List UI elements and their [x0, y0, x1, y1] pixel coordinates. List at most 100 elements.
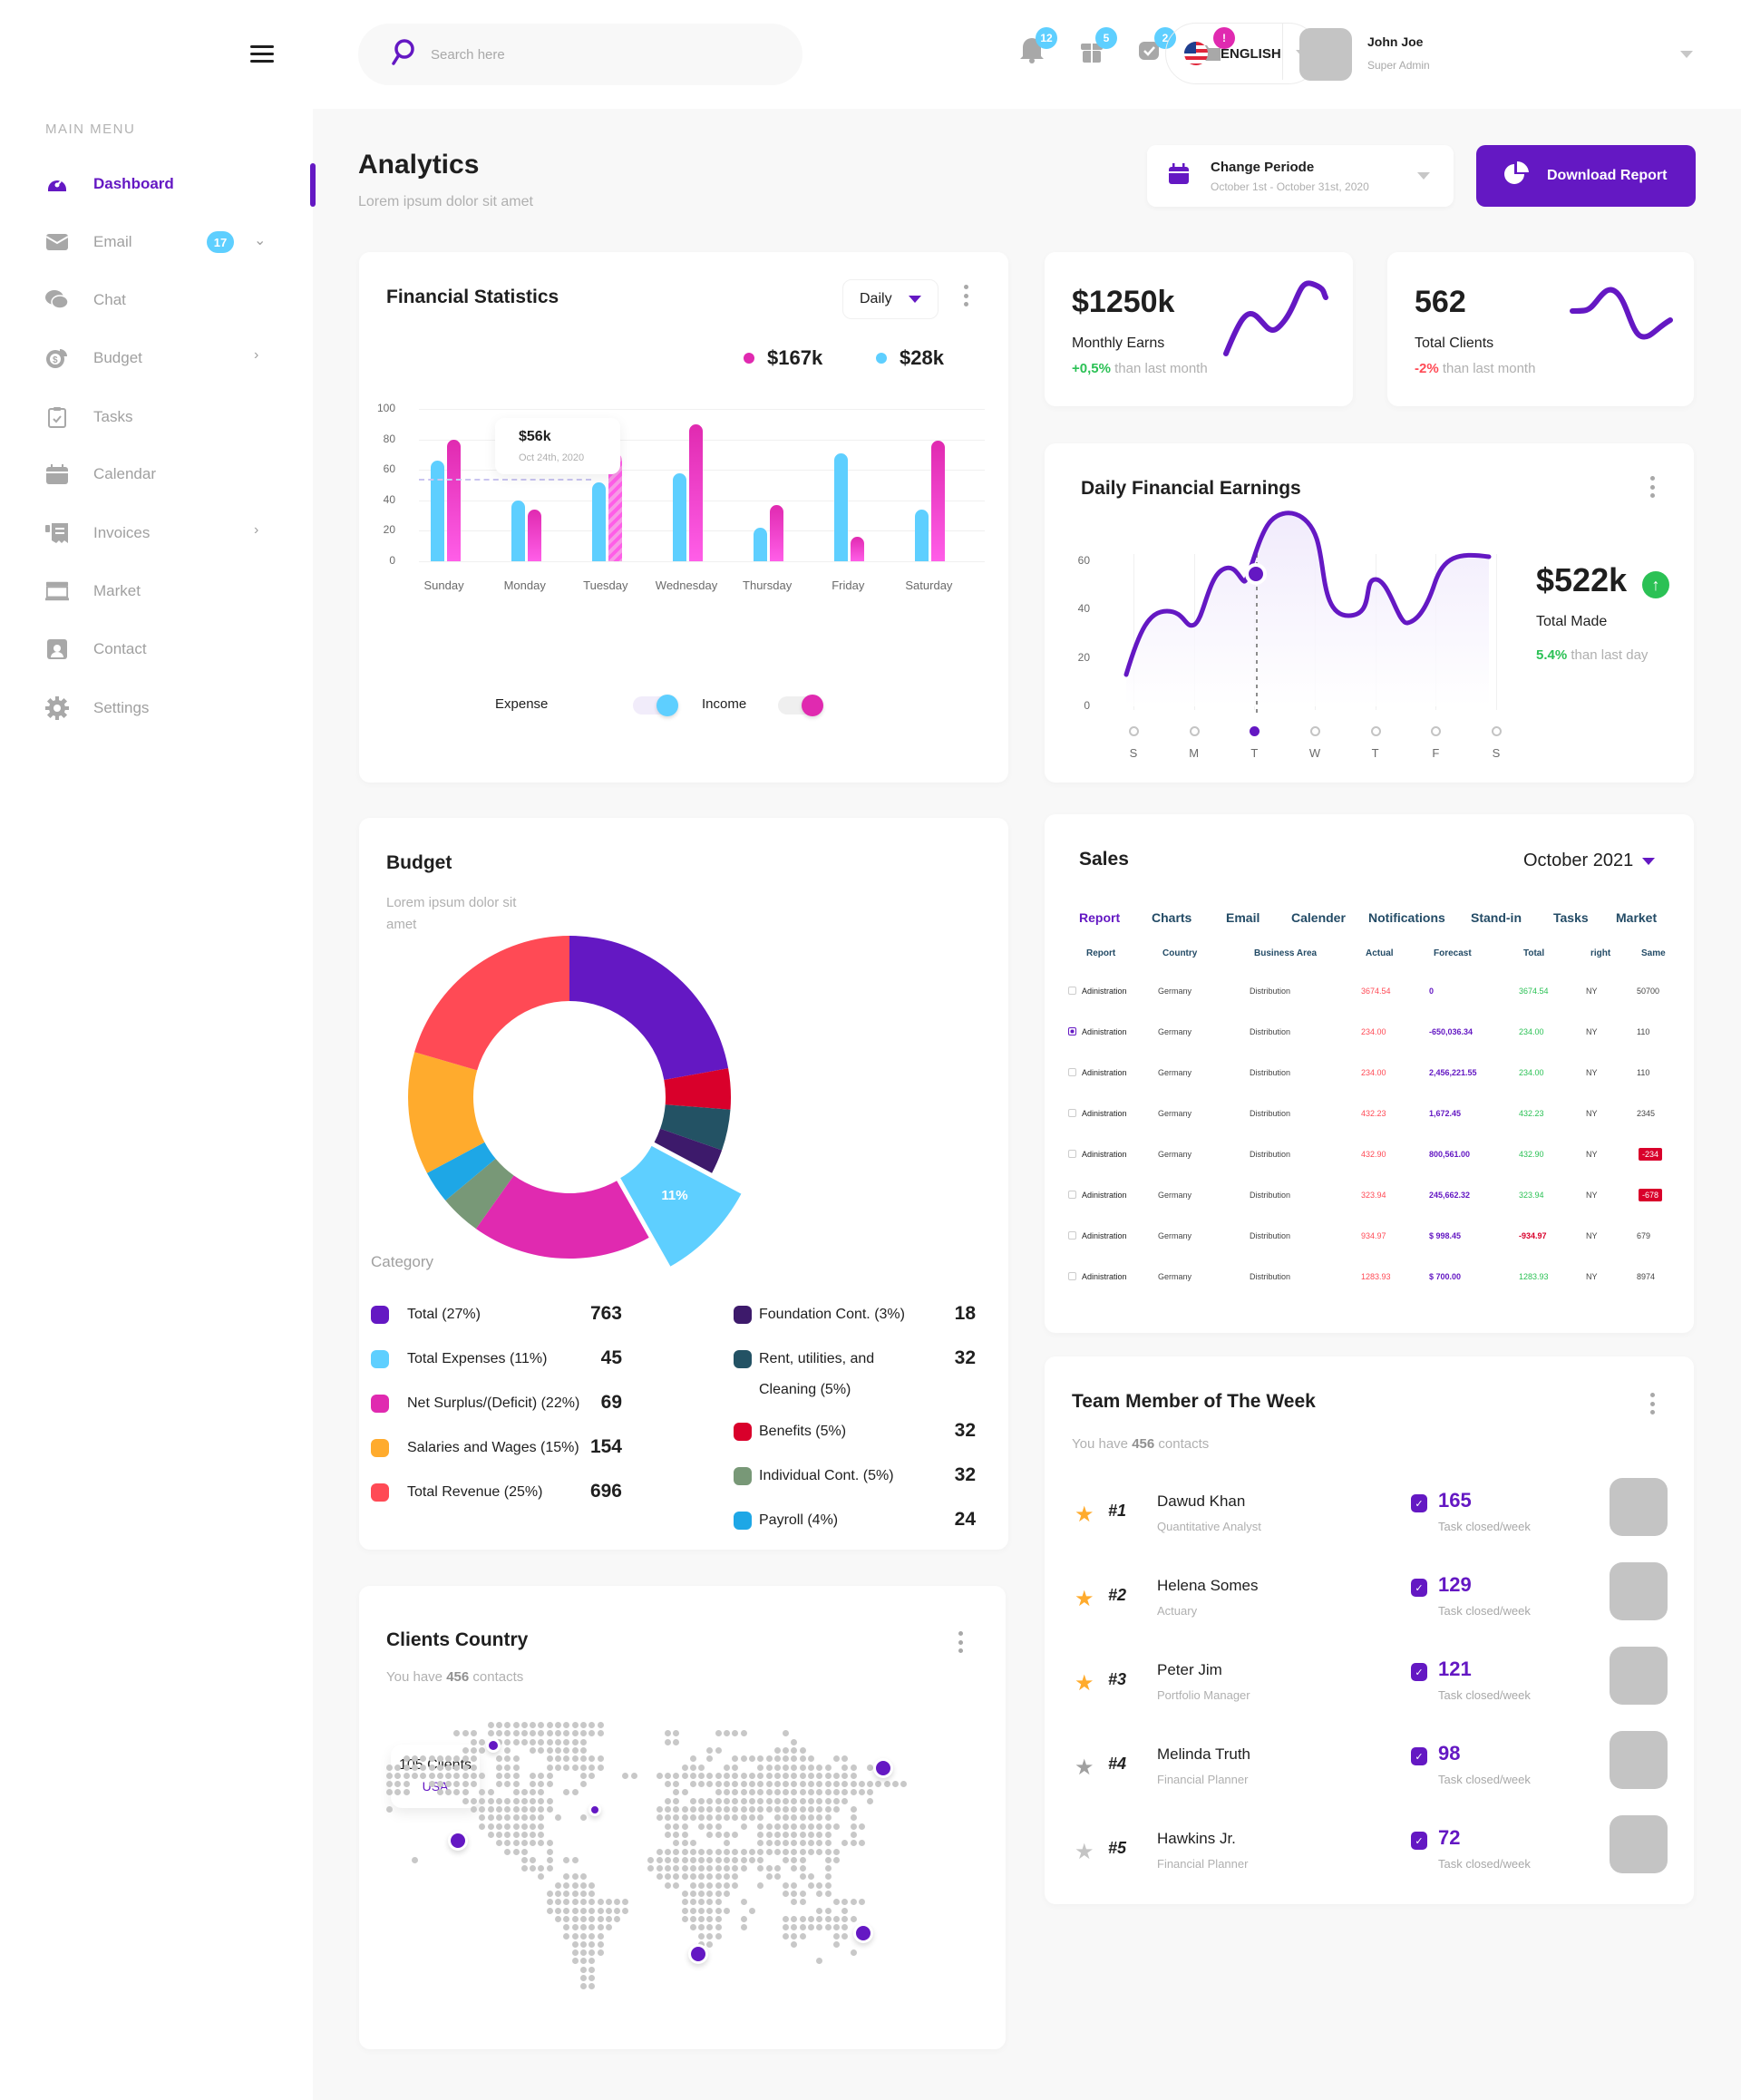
donut-slice[interactable]: [414, 936, 569, 1071]
download-report-button[interactable]: Download Report: [1476, 145, 1696, 207]
table-row[interactable]: Adinistration Germany Distribution 234.00 2,…: [1043, 1068, 1659, 1086]
sales-tab[interactable]: Charts: [1152, 910, 1192, 925]
user-avatar[interactable]: [1299, 28, 1352, 81]
donut-slice[interactable]: [475, 1175, 649, 1259]
sales-tab[interactable]: Stand-in: [1471, 910, 1522, 925]
notification-messages[interactable]: 2: [1138, 27, 1176, 67]
column-header[interactable]: Total: [1523, 948, 1545, 958]
day-selector-dot[interactable]: [1370, 726, 1381, 736]
sidebar-item-market[interactable]: Market: [45, 573, 272, 609]
sidebar-item-contact[interactable]: Contact: [45, 631, 272, 667]
income-bar[interactable]: [689, 423, 703, 561]
sidebar-item-invoices[interactable]: Invoices ›: [45, 515, 272, 551]
sales-tab[interactable]: Report: [1079, 910, 1121, 925]
row-checkbox[interactable]: [1068, 1272, 1076, 1280]
member-avatar[interactable]: [1610, 1815, 1668, 1873]
day-selector-dot[interactable]: [1492, 726, 1502, 736]
sidebar-item-tasks[interactable]: Tasks: [45, 399, 272, 435]
sidebar-item-email[interactable]: Email 17 ⌄: [45, 224, 272, 260]
income-bar[interactable]: [527, 509, 541, 561]
period-filter-dropdown[interactable]: Daily: [842, 279, 939, 319]
more-options-icon[interactable]: [963, 285, 968, 306]
member-avatar[interactable]: [1610, 1647, 1668, 1705]
sales-month-dropdown[interactable]: October 2021: [1523, 851, 1656, 871]
sidebar-item-dashboard[interactable]: Dashboard: [45, 166, 272, 202]
day-selector-dot[interactable]: [1310, 726, 1320, 736]
search-bar[interactable]: [358, 24, 802, 85]
client-location-pin[interactable]: [853, 1923, 873, 1943]
donut-slice[interactable]: [664, 1068, 732, 1110]
expense-bar[interactable]: [915, 509, 929, 561]
expense-bar[interactable]: [430, 461, 444, 561]
client-location-pin[interactable]: [486, 1738, 501, 1753]
income-bar[interactable]: [446, 439, 461, 561]
sidebar-item-settings[interactable]: Settings: [45, 690, 272, 726]
expense-bar[interactable]: [511, 500, 525, 561]
income-bar[interactable]: [770, 504, 784, 561]
expense-bar[interactable]: [673, 472, 686, 561]
day-selector-dot[interactable]: [1250, 726, 1260, 736]
more-options-icon[interactable]: [1649, 476, 1655, 498]
team-member-row[interactable]: ★ #1 Dawud Khan Quantitative Analyst ✓ 165 Tas…: [1061, 1478, 1678, 1551]
column-header[interactable]: Forecast: [1434, 948, 1472, 958]
column-header[interactable]: Actual: [1366, 948, 1394, 958]
team-member-row[interactable]: ★ #4 Melinda Truth Financial Planner ✓ 98 Task…: [1061, 1731, 1678, 1803]
table-row[interactable]: Adinistration Germany Distribution 934.97 $ …: [1043, 1231, 1659, 1249]
day-selector-dot[interactable]: [1189, 726, 1200, 736]
member-avatar[interactable]: [1610, 1562, 1668, 1620]
team-member-row[interactable]: ★ #3 Peter Jim Portfolio Manager ✓ 121 Task cl…: [1061, 1647, 1678, 1719]
column-header[interactable]: Report: [1086, 948, 1116, 958]
table-row[interactable]: Adinistration Germany Distribution 323.94 24…: [1043, 1189, 1663, 1209]
table-row[interactable]: Adinistration Germany Distribution 3674.54 0…: [1043, 987, 1659, 1005]
expense-bar[interactable]: [591, 481, 606, 561]
income-bar[interactable]: [851, 537, 865, 561]
sales-tab[interactable]: Calender: [1291, 910, 1346, 925]
day-selector-dot[interactable]: [1431, 726, 1442, 736]
client-location-pin[interactable]: [588, 1803, 601, 1816]
client-location-pin[interactable]: [873, 1758, 893, 1778]
table-row[interactable]: Adinistration Germany Distribution 1283.93 $…: [1043, 1272, 1659, 1290]
row-checkbox[interactable]: [1068, 1150, 1076, 1158]
chevron-right-icon[interactable]: ›: [254, 522, 259, 538]
chevron-down-icon[interactable]: ⌄: [254, 233, 267, 248]
row-checkbox[interactable]: [1068, 1191, 1076, 1199]
donut-slice[interactable]: [654, 1128, 723, 1173]
client-location-pin[interactable]: [688, 1944, 708, 1964]
donut-slice[interactable]: [445, 1158, 514, 1230]
sidebar-item-budget[interactable]: $ Budget ›: [45, 340, 272, 376]
row-checkbox[interactable]: [1068, 1109, 1076, 1117]
table-row[interactable]: Adinistration Germany Distribution 432.90 80…: [1043, 1148, 1663, 1168]
more-options-icon[interactable]: [958, 1631, 963, 1653]
hamburger-menu-icon[interactable]: [250, 45, 274, 63]
client-location-pin[interactable]: [448, 1831, 468, 1851]
donut-slice[interactable]: [660, 1104, 731, 1151]
donut-slice[interactable]: [408, 1052, 485, 1173]
notification-gift[interactable]: 5: [1079, 27, 1117, 67]
row-checkbox[interactable]: [1068, 1027, 1076, 1035]
member-avatar[interactable]: [1610, 1478, 1668, 1536]
column-header[interactable]: Business Area: [1254, 948, 1318, 958]
income-bar[interactable]: [931, 441, 946, 561]
row-checkbox[interactable]: [1068, 1231, 1076, 1240]
row-checkbox[interactable]: [1068, 987, 1076, 995]
expense-bar[interactable]: [834, 452, 849, 561]
donut-slice[interactable]: [620, 1145, 742, 1267]
more-options-icon[interactable]: [1649, 1393, 1655, 1415]
sidebar-item-chat[interactable]: Chat: [45, 282, 272, 318]
sidebar-item-calendar[interactable]: Calendar: [45, 456, 272, 492]
column-header[interactable]: right: [1590, 948, 1611, 958]
member-avatar[interactable]: [1610, 1731, 1668, 1789]
expense-toggle[interactable]: [633, 695, 678, 716]
income-bar[interactable]: [608, 452, 622, 561]
team-member-row[interactable]: ★ #2 Helena Somes Actuary ✓ 129 Task closed/we…: [1061, 1562, 1678, 1635]
donut-slice[interactable]: [426, 1142, 496, 1201]
column-header[interactable]: Country: [1162, 948, 1198, 958]
income-toggle[interactable]: [778, 695, 823, 716]
table-row[interactable]: Adinistration Germany Distribution 432.23 1,…: [1043, 1109, 1659, 1127]
team-member-row[interactable]: ★ #5 Hawkins Jr. Financial Planner ✓ 72 Task c…: [1061, 1815, 1678, 1888]
donut-slice[interactable]: [569, 936, 729, 1080]
sales-tab[interactable]: Notifications: [1368, 910, 1445, 925]
table-row[interactable]: Adinistration Germany Distribution 234.00 -6…: [1043, 1027, 1659, 1045]
sales-tab[interactable]: Email: [1226, 910, 1260, 925]
sales-tab[interactable]: Tasks: [1553, 910, 1589, 925]
